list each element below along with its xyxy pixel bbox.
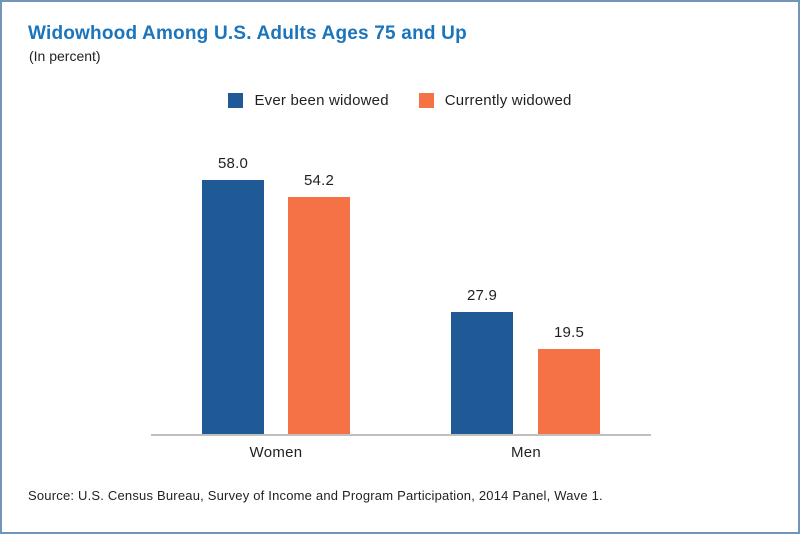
chart-title: Widowhood Among U.S. Adults Ages 75 and … xyxy=(28,23,467,44)
bar-value-label-men-ever-widowed: 27.9 xyxy=(467,287,497,304)
legend-label-ever-been-widowed: Ever been widowed xyxy=(254,92,389,109)
bar-value-label-women-currently-widowed: 54.2 xyxy=(304,172,334,189)
source-note: Source: U.S. Census Bureau, Survey of In… xyxy=(28,488,603,503)
legend-swatch-blue-icon xyxy=(228,93,244,108)
bar-men-ever-widowed xyxy=(451,312,513,434)
bar-women-currently-widowed xyxy=(288,197,350,434)
legend-label-currently-widowed: Currently widowed xyxy=(444,92,572,109)
bar-value-label-women-ever-widowed: 58.0 xyxy=(218,155,248,172)
legend-item-ever-been-widowed: Ever been widowed xyxy=(228,92,389,109)
bar-men-currently-widowed xyxy=(538,349,600,434)
legend: Ever been widowed Currently widowed xyxy=(2,92,798,109)
bar-women-ever-widowed xyxy=(202,180,264,434)
chart-subtitle: (In percent) xyxy=(29,48,101,64)
category-label-men: Men xyxy=(510,444,542,461)
legend-swatch-orange-icon xyxy=(418,93,434,108)
category-label-women: Women xyxy=(249,444,303,461)
bar-value-label-men-currently-widowed: 19.5 xyxy=(554,324,584,341)
legend-item-currently-widowed: Currently widowed xyxy=(418,92,572,109)
plot-area: 58.0 27.9 54.2 19.5 Women Men xyxy=(151,150,651,461)
